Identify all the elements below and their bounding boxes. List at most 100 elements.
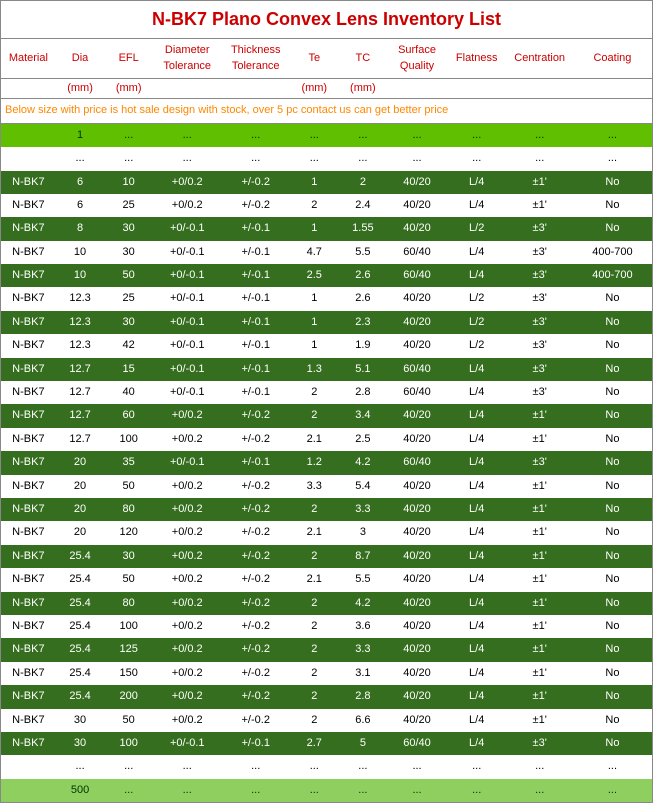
- table-cell: 12.3: [56, 311, 105, 334]
- table-cell: 2: [290, 615, 339, 638]
- table-row: N-BK7830+0/-0.1+/-0.111.5540/20L/2±3'No: [1, 217, 653, 240]
- table-cell: +/-0.2: [221, 685, 290, 708]
- table-cell: ±3': [507, 241, 573, 264]
- table-cell: L/2: [447, 334, 507, 357]
- table-cell: 40/20: [387, 171, 447, 194]
- table-cell: L/4: [447, 451, 507, 474]
- table-cell: 2: [290, 592, 339, 615]
- table-row: N-BK71050+0/-0.1+/-0.12.52.660/40L/4±3'4…: [1, 264, 653, 287]
- table-row: N-BK712.715+0/-0.1+/-0.11.35.160/40L/4±3…: [1, 358, 653, 381]
- table-row: N-BK725.4200+0/0.2+/-0.222.840/20L/4±1'N…: [1, 685, 653, 708]
- table-cell: No: [573, 662, 653, 685]
- table-cell: +/-0.1: [221, 732, 290, 755]
- table-cell: ±1': [507, 615, 573, 638]
- table-cell: 12.7: [56, 358, 105, 381]
- table-cell: 30: [104, 545, 153, 568]
- table-cell: ...: [447, 755, 507, 778]
- table-cell: N-BK7: [1, 662, 56, 685]
- table-cell: 2.1: [290, 428, 339, 451]
- table-cell: 60/40: [387, 241, 447, 264]
- table-cell: ...: [290, 755, 339, 778]
- table-cell: 20: [56, 521, 105, 544]
- table-cell: 2: [290, 685, 339, 708]
- table-cell: +/-0.2: [221, 498, 290, 521]
- table-cell: +/-0.2: [221, 404, 290, 427]
- table-cell: L/4: [447, 241, 507, 264]
- table-cell: No: [573, 498, 653, 521]
- table-cell: 2: [290, 381, 339, 404]
- table-cell: N-BK7: [1, 638, 56, 661]
- column-header: Surface Quality: [387, 39, 447, 79]
- table-cell: 50: [104, 709, 153, 732]
- table-cell: ...: [339, 123, 388, 147]
- column-header: Thickness Tolerance: [221, 39, 290, 79]
- table-cell: 5.1: [339, 358, 388, 381]
- table-cell: N-BK7: [1, 732, 56, 755]
- table-cell: 3.3: [339, 638, 388, 661]
- table-cell: 40/20: [387, 311, 447, 334]
- table-cell: 40/20: [387, 685, 447, 708]
- table-cell: 3: [339, 521, 388, 544]
- table-row: N-BK725.480+0/0.2+/-0.224.240/20L/4±1'No: [1, 592, 653, 615]
- table-cell: L/4: [447, 428, 507, 451]
- table-row: N-BK725.4125+0/0.2+/-0.223.340/20L/4±1'N…: [1, 638, 653, 661]
- table-cell: 4.2: [339, 451, 388, 474]
- table-cell: 5.5: [339, 241, 388, 264]
- table-cell: 40/20: [387, 662, 447, 685]
- table-cell: +/-0.2: [221, 638, 290, 661]
- table-cell: No: [573, 638, 653, 661]
- table-cell: +/-0.1: [221, 217, 290, 240]
- table-cell: ±1': [507, 638, 573, 661]
- table-cell: 150: [104, 662, 153, 685]
- table-cell: L/2: [447, 287, 507, 310]
- column-header: Te: [290, 39, 339, 79]
- table-cell: ...: [56, 147, 105, 170]
- table-cell: N-BK7: [1, 709, 56, 732]
- table-cell: ...: [153, 123, 222, 147]
- table-cell: L/4: [447, 264, 507, 287]
- table-cell: ±1': [507, 568, 573, 591]
- table-row: N-BK73050+0/0.2+/-0.226.640/20L/4±1'No: [1, 709, 653, 732]
- column-header: Material: [1, 39, 56, 79]
- table-cell: 50: [104, 264, 153, 287]
- title-row: N-BK7 Plano Convex Lens Inventory List: [1, 1, 653, 39]
- table-cell: No: [573, 428, 653, 451]
- table-cell: 30: [104, 217, 153, 240]
- table-cell: ±1': [507, 404, 573, 427]
- table-cell: 2: [290, 662, 339, 685]
- table-cell: ...: [387, 147, 447, 170]
- table-cell: +0/-0.1: [153, 311, 222, 334]
- table-cell: 1.9: [339, 334, 388, 357]
- table-cell: ...: [339, 755, 388, 778]
- table-cell: 40/20: [387, 545, 447, 568]
- table-cell: N-BK7: [1, 264, 56, 287]
- column-header: Flatness: [447, 39, 507, 79]
- table-cell: ...: [221, 123, 290, 147]
- table-cell: ...: [290, 779, 339, 803]
- table-cell: +/-0.1: [221, 358, 290, 381]
- table-cell: +/-0.1: [221, 264, 290, 287]
- table-cell: L/4: [447, 545, 507, 568]
- table-cell: 3.3: [290, 475, 339, 498]
- table-cell: 1.2: [290, 451, 339, 474]
- table-cell: ...: [447, 147, 507, 170]
- table-cell: 5: [339, 732, 388, 755]
- table-cell: +/-0.1: [221, 451, 290, 474]
- table-cell: 2: [339, 171, 388, 194]
- table-cell: [1, 779, 56, 803]
- table-cell: 12.3: [56, 287, 105, 310]
- table-cell: L/4: [447, 638, 507, 661]
- table-cell: 80: [104, 592, 153, 615]
- table-cell: No: [573, 381, 653, 404]
- table-cell: L/4: [447, 171, 507, 194]
- table-cell: L/4: [447, 521, 507, 544]
- table-cell: +/-0.2: [221, 615, 290, 638]
- table-cell: +/-0.2: [221, 592, 290, 615]
- table-cell: 3.3: [339, 498, 388, 521]
- table-cell: L/4: [447, 358, 507, 381]
- table-cell: 1.3: [290, 358, 339, 381]
- table-cell: ...: [56, 755, 105, 778]
- table-cell: 2.8: [339, 381, 388, 404]
- table-cell: 1: [290, 334, 339, 357]
- table-row: 500...........................: [1, 779, 653, 803]
